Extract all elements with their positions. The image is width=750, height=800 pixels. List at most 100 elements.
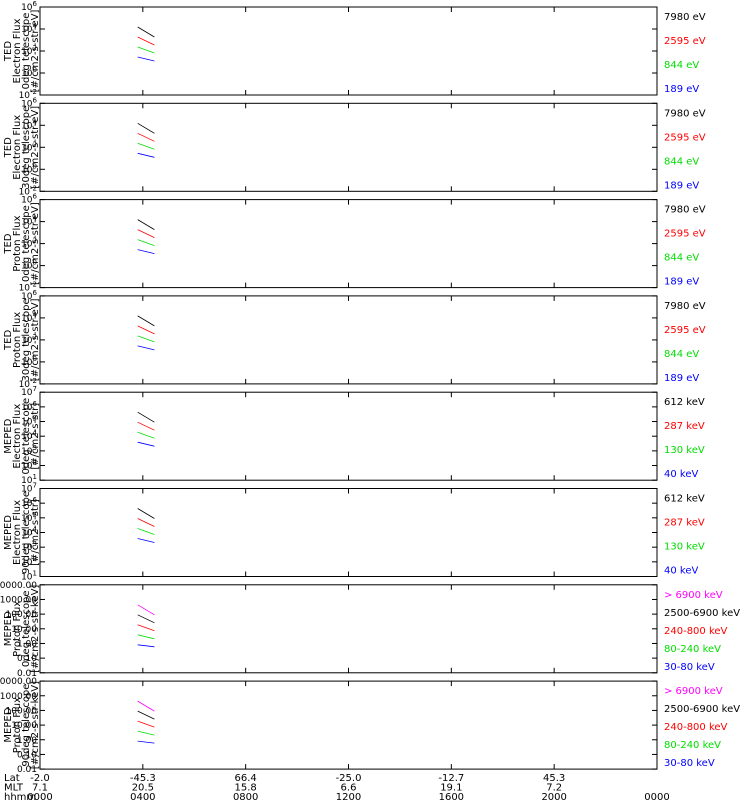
x-tick-label: 45.3 — [543, 773, 565, 784]
legend-entry: 612 keV — [664, 397, 705, 408]
y-tick-label: 106 — [21, 289, 37, 302]
y-axis-label: [#/cm2-s-str-keV] — [30, 585, 41, 673]
gap-line — [137, 219, 155, 230]
panel-frame — [39, 102, 658, 192]
y-axis-label: MEPED — [3, 418, 14, 453]
data-gap-connectors — [137, 122, 155, 158]
gap-line — [137, 239, 155, 246]
legend-entry: 240-800 keV — [664, 722, 728, 733]
gap-line — [137, 249, 155, 254]
y-axis-label: 0deg telescope — [21, 590, 32, 667]
legend-entry: 612 keV — [664, 494, 705, 505]
y-axis-label: [#/cm2-s-str-keV] — [30, 681, 41, 769]
x-tick-label: 7.2 — [546, 783, 562, 794]
data-gap-connectors — [137, 219, 155, 254]
y-tick-label: 105 — [21, 415, 37, 428]
y-tick-label: 100 — [21, 355, 37, 368]
gap-line — [137, 152, 155, 158]
x-tick-label: 6.6 — [341, 783, 357, 794]
gap-line — [137, 634, 155, 640]
y-tick-label: 1000.00 — [0, 595, 37, 605]
x-tick-label: -45.3 — [130, 773, 156, 784]
legend-entry: 189 eV — [664, 180, 699, 191]
gap-line — [137, 528, 155, 535]
y-axis-label: [#/cm2-s-str-eV] — [30, 10, 41, 93]
gap-line — [137, 518, 155, 527]
y-axis-label: Proton Flux — [12, 215, 23, 271]
x-tick-label: 20.5 — [132, 783, 154, 794]
y-tick-label: 102 — [21, 237, 37, 250]
x-tick-label: 0800 — [233, 792, 258, 800]
y-tick-label: 0.10 — [17, 750, 37, 760]
gap-line — [137, 132, 155, 142]
legend-entry: 240-800 keV — [664, 626, 728, 637]
x-tick-label: 0400 — [130, 792, 155, 800]
y-tick-label: 102 — [21, 459, 37, 472]
x-tick-label: 7.1 — [32, 783, 48, 794]
legend-entry: 130 keV — [664, 445, 705, 456]
gap-line — [137, 441, 155, 447]
y-axis-label: MEPED — [3, 707, 14, 742]
x-axis-footer: LatMLThhmm2025-2.07.10000Feb 22-45.320.5… — [4, 773, 670, 800]
gap-line — [137, 345, 155, 351]
y-tick-label: 104 — [21, 526, 37, 539]
panel-frame — [39, 584, 658, 674]
y-axis-label: Proton Flux — [12, 697, 23, 753]
y-axis-label: TED — [3, 330, 14, 351]
y-axis-label: 30deg telescope — [21, 106, 32, 189]
x-tick-label: 0000 — [644, 792, 669, 800]
legend-entry: 30-80 keV — [664, 662, 715, 673]
y-tick-label: 104 — [21, 311, 37, 324]
gap-line — [137, 325, 155, 335]
y-axis-label: Proton Flux — [12, 601, 23, 657]
y-axis-label: MEPED — [3, 611, 14, 646]
data-gap-connectors — [137, 411, 155, 447]
gap-line — [137, 431, 155, 439]
gap-line — [137, 315, 155, 327]
panel-frame — [39, 199, 658, 289]
gap-line — [137, 624, 155, 632]
y-tick-label: 102 — [21, 333, 37, 346]
data-gap-connectors — [137, 508, 155, 543]
y-tick-label: 104 — [21, 215, 37, 228]
x-row-label: hhmm — [4, 792, 36, 800]
legend-entry: 7980 eV — [664, 301, 706, 312]
legend-entry: > 6900 keV — [664, 686, 723, 697]
y-tick-label: 106 — [21, 400, 37, 413]
panel-frame — [39, 295, 658, 385]
legend-entry: 2595 eV — [664, 36, 706, 47]
x-tick-label: 15.8 — [235, 783, 257, 794]
x-tick-label: -2.0 — [30, 773, 50, 784]
x-tick-label: 19.1 — [440, 783, 462, 794]
y-tick-label: 1000.00 — [0, 692, 37, 702]
y-tick-label: 102 — [21, 140, 37, 153]
gap-line — [137, 604, 155, 616]
panel-frame — [39, 680, 658, 770]
y-tick-label: 107 — [21, 482, 37, 495]
gap-line — [137, 36, 155, 46]
gap-line — [137, 411, 155, 423]
gap-line — [137, 710, 155, 720]
y-tick-label: 10-2 — [19, 88, 37, 101]
legend-entry: 80-240 keV — [664, 740, 721, 751]
legend-entry: 844 eV — [664, 156, 699, 167]
gap-line — [137, 538, 155, 543]
y-tick-label: 10-2 — [19, 184, 37, 197]
gap-line — [137, 720, 155, 728]
legend-entry: 189 eV — [664, 84, 699, 95]
y-tick-label: 100 — [21, 66, 37, 79]
y-tick-label: 106 — [21, 96, 37, 109]
y-axis-label: Electron Flux — [12, 18, 23, 83]
x-tick-label: 1600 — [439, 792, 464, 800]
y-tick-label: 1.00 — [17, 639, 37, 649]
y-axis-label: MEPED — [3, 515, 14, 550]
gap-line — [137, 46, 155, 54]
gap-line — [137, 740, 155, 744]
